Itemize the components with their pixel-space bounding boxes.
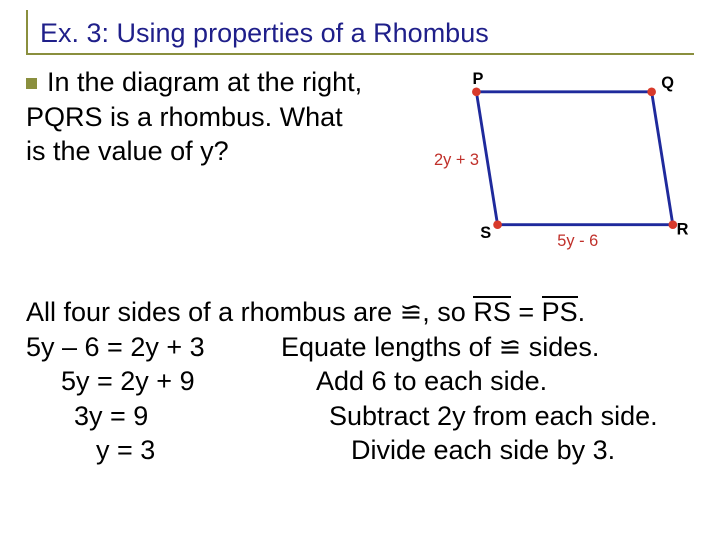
title-underline: Ex. 3: Using properties of a Rhombus <box>26 18 694 55</box>
equation-explain: Equate lengths of ≌ sides. <box>281 330 694 365</box>
problem-line-3: is the value of y? <box>26 134 424 169</box>
intro-post: . <box>578 297 586 327</box>
vertex-s-label: S <box>480 224 491 242</box>
rhombus-diagram: P Q R S 2y + 3 5y - 6 <box>434 65 694 265</box>
equation-rows: 5y – 6 = 2y + 3Equate lengths of ≌ sides… <box>26 330 694 468</box>
equation-explain: Subtract 2y from each side. <box>329 399 694 434</box>
problem-line-2: PQRS is a rhombus. What <box>26 100 424 135</box>
vertex-p-label: P <box>473 70 484 88</box>
segment-ps: PS <box>542 296 578 326</box>
vertex-q-dot <box>647 87 656 96</box>
equation-row: 3y = 9Subtract 2y from each side. <box>26 399 694 434</box>
vertex-s-dot <box>493 220 502 229</box>
bullet-icon <box>26 78 37 89</box>
equation-row: 5y = 2y + 9Add 6 to each side. <box>26 364 694 399</box>
side-label-ps: 2y + 3 <box>434 151 479 169</box>
vertex-p-dot <box>472 87 481 96</box>
equation-explain: Add 6 to each side. <box>316 364 694 399</box>
intro-pre: All four sides of a rhombus are ≌, so <box>26 297 473 327</box>
content-row: In the diagram at the right, PQRS is a r… <box>26 65 694 265</box>
problem-line-1-text: In the diagram at the right, <box>47 67 362 97</box>
equation-left: 5y = 2y + 9 <box>26 364 316 399</box>
slide: Ex. 3: Using properties of a Rhombus In … <box>0 0 720 540</box>
solution-intro: All four sides of a rhombus are ≌, so RS… <box>26 295 694 330</box>
equation-left: 5y – 6 = 2y + 3 <box>26 330 281 365</box>
equation-row: 5y – 6 = 2y + 3Equate lengths of ≌ sides… <box>26 330 694 365</box>
slide-title: Ex. 3: Using properties of a Rhombus <box>26 18 694 49</box>
solution-block: All four sides of a rhombus are ≌, so RS… <box>26 295 694 468</box>
problem-line-1: In the diagram at the right, <box>26 65 424 100</box>
intro-mid: = <box>511 297 542 327</box>
rhombus-outline <box>476 92 672 225</box>
problem-text: In the diagram at the right, PQRS is a r… <box>26 65 424 169</box>
equation-explain: Divide each side by 3. <box>351 433 694 468</box>
equation-row: y = 3Divide each side by 3. <box>26 433 694 468</box>
segment-rs: RS <box>473 296 511 326</box>
equation-left: 3y = 9 <box>26 399 329 434</box>
side-label-sr: 5y - 6 <box>557 232 598 250</box>
vertex-q-label: Q <box>661 74 674 92</box>
equation-left: y = 3 <box>26 433 351 468</box>
vertex-r-label: R <box>677 220 689 238</box>
